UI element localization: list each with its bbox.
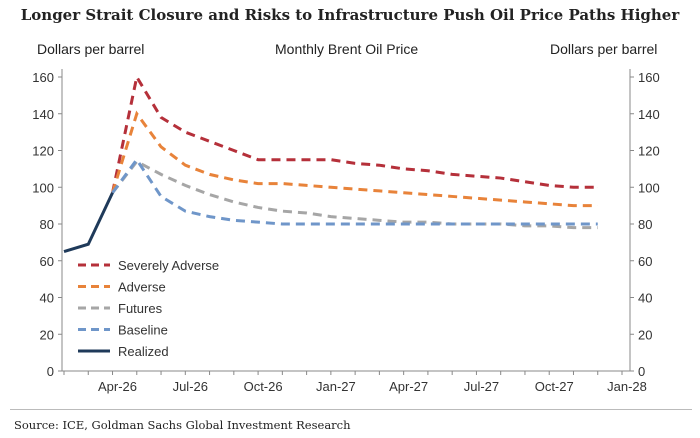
y-tick-label-left: 0 [47, 364, 54, 379]
y-tick-label-right: 160 [638, 70, 660, 85]
series-line-severely-adverse [111, 72, 598, 194]
source-note: Source: ICE, Goldman Sachs Global Invest… [14, 418, 351, 432]
series-line-baseline [111, 157, 598, 226]
y-tick-label-left: 20 [40, 327, 54, 342]
y-tick-label-right: 140 [638, 107, 660, 122]
legend-label: Realized [118, 344, 169, 359]
x-tick-label: Oct-26 [244, 379, 283, 394]
series-line-futures [111, 159, 598, 230]
y-tick-label-right: 20 [638, 327, 652, 342]
y-tick-label-left: 100 [32, 180, 54, 195]
divider [10, 409, 692, 410]
y-tick-label-left: 140 [32, 107, 54, 122]
x-tick-label: Oct-27 [535, 379, 574, 394]
y-tick-label-right: 0 [638, 364, 645, 379]
x-tick-label: Jul-26 [173, 379, 208, 394]
y-tick-label-left: 120 [32, 144, 54, 159]
legend-label: Severely Adverse [118, 258, 219, 273]
y-tick-label-left: 80 [40, 217, 54, 232]
x-tick-label: Apr-26 [98, 379, 137, 394]
y-tick-label-left: 40 [40, 291, 54, 306]
y-tick-label-right: 80 [638, 217, 652, 232]
chart-title: Longer Strait Closure and Risks to Infra… [20, 6, 680, 24]
legend-label: Adverse [118, 280, 166, 295]
y-tick-label-left: 160 [32, 70, 54, 85]
chart-subtitle: Monthly Brent Oil Price [275, 41, 419, 57]
legend-label: Baseline [118, 323, 168, 338]
series-line-adverse [111, 110, 598, 208]
y-tick-label-right: 100 [638, 180, 660, 195]
right-axis-label: Dollars per barrel [550, 41, 658, 57]
legend-label: Futures [118, 301, 163, 316]
y-tick-label-right: 60 [638, 254, 652, 269]
x-tick-label: Jan-28 [607, 379, 647, 394]
x-tick-label: Jan-27 [316, 379, 356, 394]
y-tick-label-right: 40 [638, 291, 652, 306]
series-line-realized [63, 192, 114, 253]
line-chart: 0 0 20 20 40 40 60 60 80 80 100 100 120 120 140 140 160 1… [32, 69, 660, 394]
left-axis-label: Dollars per barrel [37, 41, 145, 57]
x-tick-label: Apr-27 [389, 379, 428, 394]
y-tick-label-left: 60 [40, 254, 54, 269]
y-tick-label-right: 120 [638, 144, 660, 159]
x-tick-label: Jul-27 [464, 379, 499, 394]
